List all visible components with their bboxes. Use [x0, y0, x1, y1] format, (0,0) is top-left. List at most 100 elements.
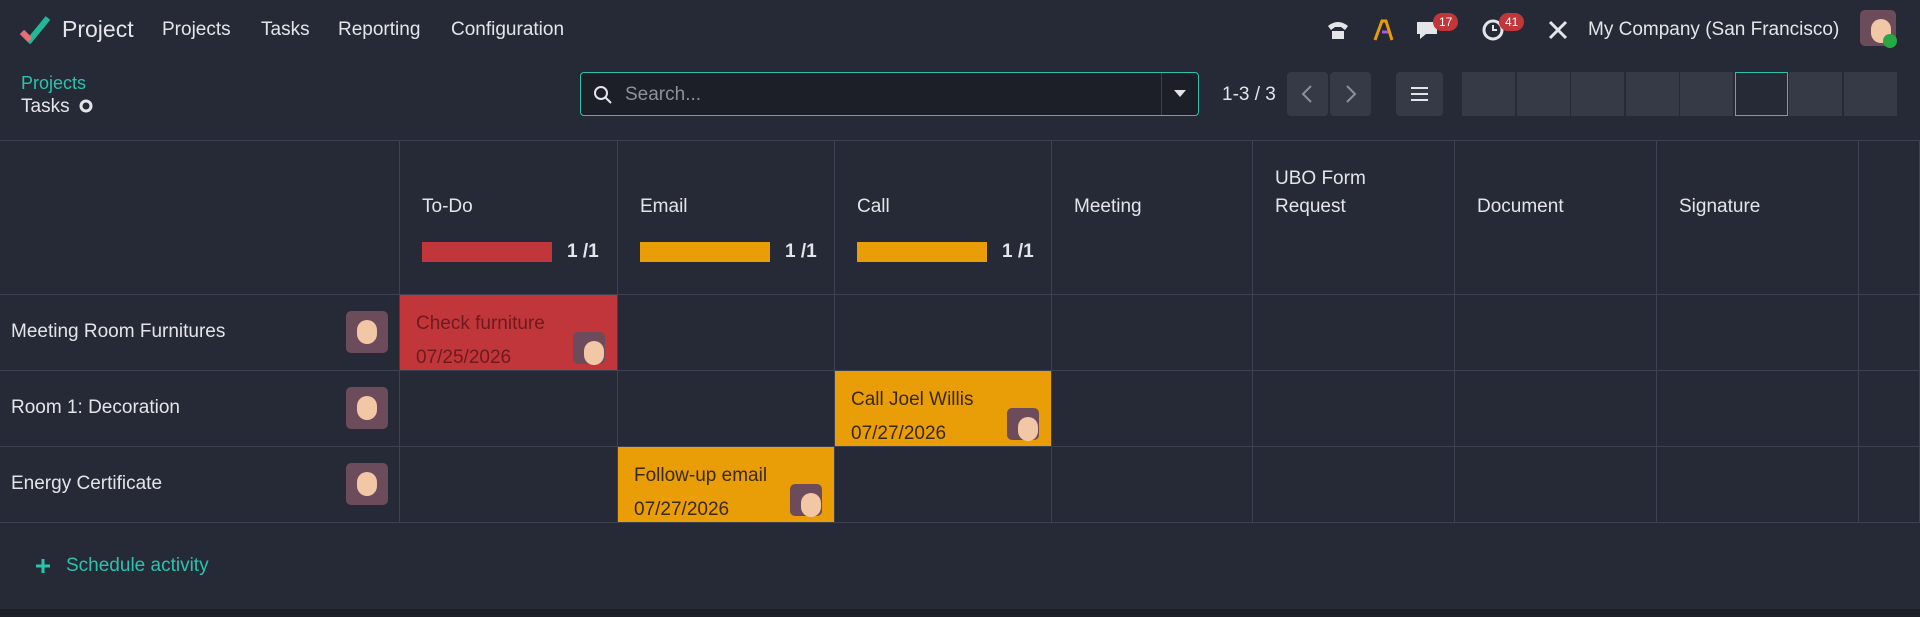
activity-card[interactable]: Follow-up email 07/27/2026: [618, 447, 834, 522]
menu-item[interactable]: Configuration: [451, 19, 565, 40]
column-title: Signature: [1679, 196, 1761, 217]
column-header: Meeting: [1052, 141, 1253, 295]
activity-cell[interactable]: [1052, 295, 1253, 371]
column-header: Signature: [1657, 141, 1859, 295]
column-title: UBO Form Request: [1275, 168, 1366, 217]
activity-cell[interactable]: [1455, 371, 1657, 447]
activity-cell[interactable]: [1657, 371, 1859, 447]
column-title: To-Do: [422, 196, 473, 217]
pager-next[interactable]: [1330, 72, 1371, 116]
activity-cell[interactable]: [1052, 371, 1253, 447]
company-switcher[interactable]: My Company (San Francisco): [1588, 19, 1840, 40]
phone-icon[interactable]: [1325, 18, 1351, 42]
activity-title: Call Joel Willis: [851, 389, 974, 410]
activity-cell[interactable]: [1455, 447, 1657, 523]
activity-cell[interactable]: Call Joel Willis 07/27/2026: [835, 371, 1052, 447]
column-header: Document: [1455, 141, 1657, 295]
menu-item[interactable]: Reporting: [338, 19, 421, 40]
view-button[interactable]: [1462, 72, 1515, 116]
activity-cell[interactable]: [835, 447, 1052, 523]
activity-cell[interactable]: [618, 371, 835, 447]
progress-count: 1 /1: [567, 241, 599, 262]
row-header: Energy Certificate: [0, 447, 400, 523]
column-header: Call 1 /1: [835, 141, 1052, 295]
progress-bar: [422, 242, 552, 262]
column-settings[interactable]: [1859, 141, 1920, 295]
view-button[interactable]: [1571, 72, 1624, 116]
activity-date: 07/27/2026: [634, 499, 730, 520]
row-title[interactable]: Room 1: Decoration: [11, 397, 180, 418]
view-button[interactable]: [1843, 72, 1897, 116]
activity-cell[interactable]: [1052, 447, 1253, 523]
progress-bar: [640, 242, 770, 262]
row-end: [1859, 295, 1920, 371]
activity-date: 07/27/2026: [851, 423, 947, 444]
navbar: Project Projects Tasks Reporting Configu…: [0, 0, 1920, 60]
breadcrumb-parent[interactable]: Projects: [21, 73, 87, 93]
activity-cell[interactable]: [400, 447, 618, 523]
assignee-avatar: [346, 311, 388, 353]
column-header: Email 1 /1: [618, 141, 835, 295]
ai-icon[interactable]: [1372, 18, 1396, 42]
divider: [1161, 73, 1162, 115]
activity-cell[interactable]: [1657, 295, 1859, 371]
activity-card[interactable]: Call Joel Willis 07/27/2026: [835, 371, 1051, 446]
assignee-avatar: [346, 463, 388, 505]
settings-icon[interactable]: [1546, 18, 1570, 42]
activity-avatar: [573, 332, 605, 365]
activity-cell[interactable]: [618, 295, 835, 371]
schedule-activity[interactable]: Schedule activity: [66, 555, 209, 576]
search-box[interactable]: Search...: [580, 72, 1199, 116]
app-logo[interactable]: [20, 16, 50, 44]
status-dot: [1883, 34, 1897, 48]
view-button[interactable]: [1789, 72, 1842, 116]
column-title: Document: [1477, 196, 1564, 217]
activity-cell[interactable]: [400, 371, 618, 447]
activity-title: Check furniture: [416, 313, 545, 334]
row-title[interactable]: Meeting Room Furnitures: [11, 321, 226, 342]
activity-cell[interactable]: Follow-up email 07/27/2026: [618, 447, 835, 523]
pager-value: 1-3 / 3: [1222, 84, 1276, 105]
activity-cell[interactable]: [835, 295, 1052, 371]
activities-badge: 41: [1499, 13, 1525, 31]
view-button[interactable]: [1680, 72, 1733, 116]
view-button[interactable]: [1516, 72, 1570, 116]
pager-prev[interactable]: [1287, 72, 1328, 116]
view-switcher: [1462, 72, 1898, 116]
progress-count: 1 /1: [785, 241, 817, 262]
messages-icon[interactable]: [1414, 18, 1440, 42]
app-name[interactable]: Project: [62, 16, 134, 42]
filter-button[interactable]: [1396, 72, 1443, 116]
breadcrumb-current: Tasks: [21, 96, 70, 117]
activities-icon[interactable]: [1481, 18, 1505, 42]
column-title: Email: [640, 196, 688, 217]
activity-cell[interactable]: Check furniture 07/25/2026: [400, 295, 618, 371]
activity-cell[interactable]: [1253, 447, 1455, 523]
row-header: Room 1: Decoration: [0, 371, 400, 447]
menu-item[interactable]: Tasks: [261, 19, 310, 40]
view-button[interactable]: [1734, 72, 1788, 116]
search-placeholder: Search...: [625, 84, 702, 105]
activity-avatar: [1007, 408, 1039, 441]
messages-badge: 17: [1433, 13, 1459, 31]
row-end: [1859, 371, 1920, 447]
activity-cell[interactable]: [1253, 295, 1455, 371]
progress-bar: [857, 242, 987, 262]
search-icon: [594, 86, 612, 104]
activity-date: 07/25/2026: [416, 347, 512, 368]
activity-cell[interactable]: [1657, 447, 1859, 523]
gear-icon[interactable]: [78, 98, 94, 114]
activity-cell[interactable]: [1253, 371, 1455, 447]
view-button[interactable]: [1625, 72, 1679, 116]
progress-count: 1 /1: [1002, 241, 1034, 262]
activity-card[interactable]: Check furniture 07/25/2026: [400, 295, 617, 370]
activity-cell[interactable]: [1455, 295, 1657, 371]
search-toggle[interactable]: [1173, 89, 1187, 99]
menu-item[interactable]: Projects: [162, 19, 231, 40]
activity-table: To-Do 1 /1 Email 1 /1 Call 1 /1 Meeting UBO For…: [0, 140, 1920, 524]
column-title: Call: [857, 196, 890, 217]
row-title[interactable]: Energy Certificate: [11, 473, 163, 494]
column-title: Meeting: [1074, 196, 1142, 217]
